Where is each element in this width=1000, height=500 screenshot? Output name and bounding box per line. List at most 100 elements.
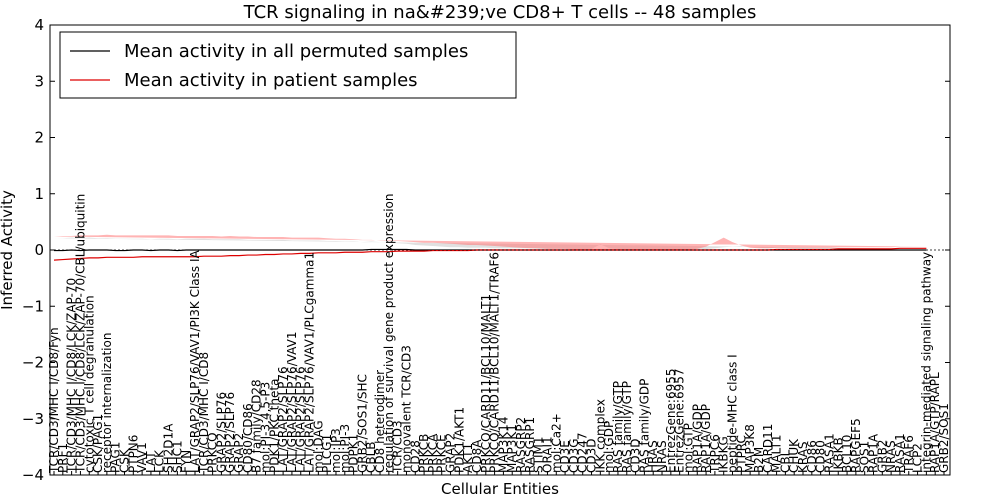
x-tick-label: MAP3K1 (505, 424, 519, 473)
y-tick-label: −3 (22, 410, 44, 428)
legend-label-permuted: Mean activity in all permuted samples (124, 41, 468, 62)
x-tick-label: PDPK1 (347, 434, 361, 473)
legend-box (59, 31, 517, 99)
x-tick-label: mol:IP3 (329, 428, 343, 473)
x-tick-label: LAT/GRAP2/SLP76 (294, 366, 308, 473)
x-tick-label: GRB2/SOS1 (937, 403, 951, 473)
x-tick-label: GRAP2 (444, 433, 458, 473)
x-tick-label: TCR/CD3/MHC I/CD8/LCK/ZAP-70 (65, 278, 79, 474)
x-tick-label: EntrezGene:6957 (673, 369, 687, 474)
x-tick-label: EntrezGene:6955 (664, 369, 678, 474)
x-tick-label: PLCG1 (320, 434, 334, 473)
y-tick-label: 3 (34, 72, 44, 90)
x-tick-label: PRKCQ (206, 432, 220, 473)
x-tick-label: SHC1 (170, 440, 184, 473)
x-tick-label: mol:DAG (311, 420, 325, 473)
x-tick-label: IKBKB (831, 437, 845, 473)
x-tick-label: LCP2 (911, 443, 925, 473)
x-tick-label: CARD11 (761, 424, 775, 473)
x-tick-label: CD247 (576, 432, 590, 473)
x-tick-label: RASA1 (822, 433, 836, 473)
x-tick-label: RAP1A/GTP/RAPL (928, 372, 942, 473)
x-tick-label: PRKCA (426, 433, 440, 473)
x-tick-label: MALT1 (770, 434, 784, 473)
x-tick-label: CSK (118, 448, 132, 473)
x-tick-label: GRAP2/SLP76 (214, 392, 228, 473)
y-tick-label: −4 (22, 466, 44, 484)
confidence-bands (54, 234, 927, 250)
x-tick-label: cytotoxic T cell degranulation (82, 295, 96, 473)
x-tick-label: LAT/GRAP2/SLP76/VAV1/PLCgamma1 (303, 252, 317, 473)
x-tick-label: CBLB (364, 441, 378, 473)
y-tick-label: 1 (34, 185, 44, 203)
x-tick-label: monovalent TCR/CD3 (399, 345, 413, 473)
x-tick-label: RASA1 (893, 433, 907, 473)
y-tick-label: −2 (22, 354, 44, 372)
x-tick-label: RAS family/GTP (611, 381, 625, 473)
x-tick-label: STIM1 (532, 437, 546, 473)
x-tick-label: CHUK (787, 438, 801, 473)
x-tick-label: KRAS (796, 441, 810, 473)
x-tick-label: IKBKG (717, 436, 731, 473)
x-tick-label: GRAP2 (232, 433, 246, 473)
x-tick-label: LAT (144, 451, 158, 473)
chart-title: TCR signaling in na&#239;ve CD8+ T cells… (243, 2, 757, 23)
x-tick-label: FYN (179, 450, 193, 473)
x-tick-label: TCR/CD3/MHC I/CD8 (197, 352, 211, 474)
y-tick-label: −1 (22, 297, 44, 315)
x-tick-label: PRKCB (417, 434, 431, 473)
confidence-band-patient (54, 234, 927, 250)
x-tick-label: IKK complex (593, 399, 607, 473)
x-tick-label: PAG1 (109, 442, 123, 473)
x-tick-label: B2M (752, 447, 766, 473)
x-tick-label: CD3E (558, 440, 572, 473)
x-tick-label: RAP1A/GDP (699, 404, 713, 473)
y-axis-ticks: −4 −3 −2 −1 0 1 2 3 4 (22, 16, 950, 484)
x-tick-label: SH2D1A (162, 423, 176, 473)
x-tick-label: peptide-MHC class I (726, 354, 740, 473)
x-tick-label: TRAF6 (902, 435, 916, 474)
x-tick-label: GRB2 (875, 439, 889, 473)
legend-label-patient: Mean activity in patient samples (124, 70, 418, 91)
x-tick-label: mol:PI-3,4,5-P3 (258, 382, 272, 473)
x-tick-label: mol:Ca2+ (549, 413, 563, 473)
x-tick-label: integrin-mediated signaling pathway (919, 252, 933, 473)
x-tick-label: RAPGEF5 (849, 418, 863, 473)
x-tick-label: PTPRC (734, 435, 748, 473)
x-tick-label: RASGRP2 (514, 417, 528, 473)
x-tick-label: RAS family/GDP (637, 379, 651, 473)
x-tick-label: RASGRP1 (523, 417, 537, 473)
x-tick-label: PRKCE (435, 434, 449, 473)
x-tick-label: SOS1 (858, 441, 872, 473)
x-tick-label: LAT/GRAP2/SLP76/VAV1 (285, 332, 299, 473)
x-tick-label: CD8A (470, 439, 484, 473)
x-tick-label: CD80/CD86 (241, 403, 255, 473)
x-tick-label: CD28 (408, 440, 422, 473)
x-tick-label: TCR/CD3 (391, 420, 405, 474)
x-tick-label: CD80 (814, 440, 828, 473)
x-tick-label: LCK (153, 449, 167, 473)
x-tick-label: mol:GTP (681, 423, 695, 473)
x-tick-label: TCR/CD3/MHC I/CD8/LCK/ZAP-70/CBL/ubiquit… (73, 194, 87, 474)
x-tick-label: GRB2/SOS1/SHC (355, 374, 369, 473)
x-tick-label: RAS family/GTP (620, 381, 634, 473)
x-tick-label: VAV1 (135, 442, 149, 473)
x-tick-label: mol:PI-3 (338, 424, 352, 473)
x-tick-label: TRPC6 (708, 434, 722, 474)
x-tick-label: PTPN6 (126, 435, 140, 473)
x-tick-label: CD3D (629, 439, 643, 474)
confidence-band-permuted (54, 237, 927, 249)
x-tick-label: NRAS (655, 440, 669, 473)
x-tick-label: PRF1 (56, 443, 70, 473)
y-axis-label: Inferred Activity (0, 190, 16, 310)
x-tick-label: AKT1 (461, 443, 475, 473)
x-tick-label: mol:GDP (602, 421, 616, 473)
x-axis-label: Cellular Entities (441, 480, 559, 498)
y-tick-label: 4 (34, 16, 44, 34)
x-tick-label: GRAP2/SLP76 (223, 392, 237, 473)
x-tick-label: ORAI1 (540, 436, 554, 473)
legend: Mean activity in all permuted samples Me… (59, 31, 517, 99)
x-tick-label: CD3D (585, 439, 599, 474)
